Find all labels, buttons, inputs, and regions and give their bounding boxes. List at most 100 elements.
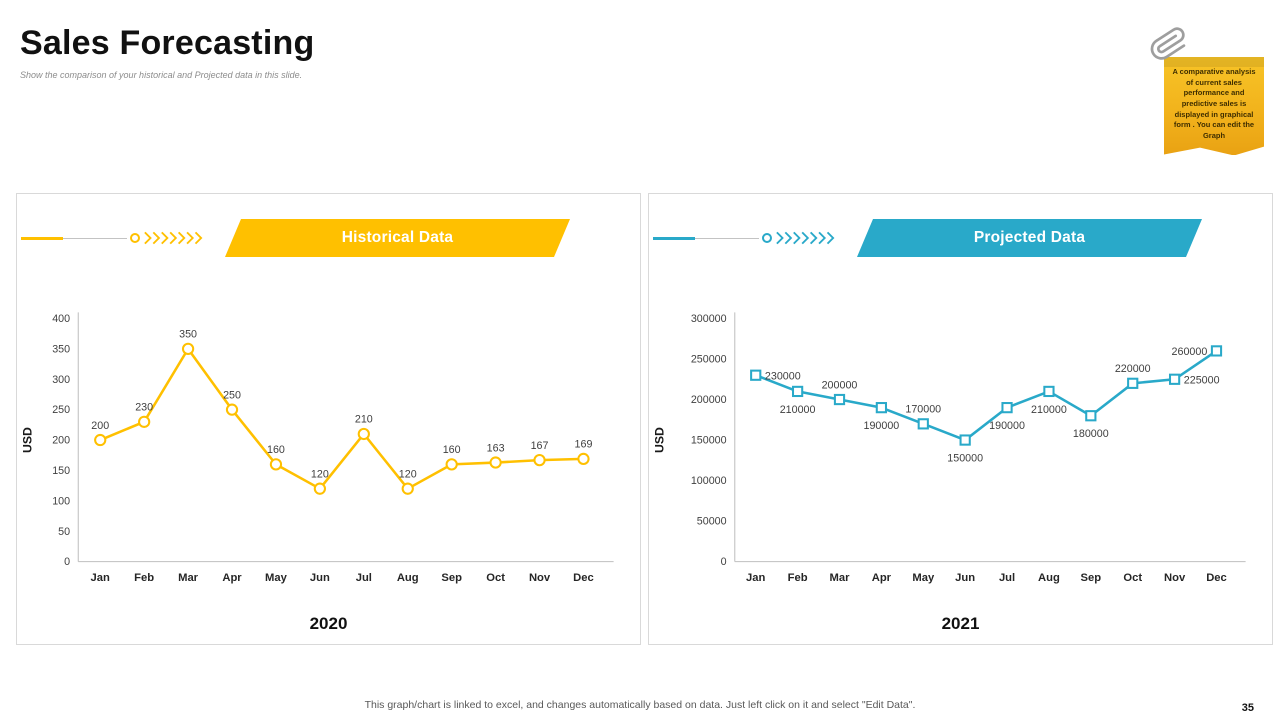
y-tick-label: 300000: [691, 313, 727, 325]
x-tick-label: Jan: [746, 572, 765, 584]
data-point: [577, 452, 590, 466]
data-point: [94, 433, 107, 447]
historical-chart[interactable]: 0 50 100 150 200 250 300 350 400 Jan Feb Mar Apr May J…: [19, 296, 632, 603]
x-tick-label: Sep: [441, 572, 462, 584]
x-tick-label: Aug: [397, 572, 419, 584]
data-label: 230: [135, 402, 153, 414]
data-label: 160: [443, 444, 461, 456]
y-tick-label: 100: [52, 495, 70, 507]
data-point: [533, 453, 546, 467]
x-tick-label: Feb: [134, 572, 154, 584]
data-label: 200: [91, 420, 109, 432]
x-tick-label: Dec: [573, 572, 594, 584]
data-point: [357, 427, 370, 441]
x-tick-label: Jul: [999, 572, 1015, 584]
decorative-line: [21, 236, 63, 240]
data-label: 169: [575, 439, 593, 451]
x-tick-label: Apr: [872, 572, 892, 584]
x-tick-label: Apr: [222, 572, 242, 584]
data-label: 163: [487, 442, 505, 454]
data-point: [313, 482, 327, 495]
chevron-arrows-icon: [144, 231, 203, 245]
data-label: 190000: [989, 420, 1025, 432]
data-point: [875, 402, 888, 414]
data-point: [401, 482, 414, 495]
projected-banner: Projected Data: [857, 219, 1202, 257]
data-label: 160: [267, 444, 285, 456]
y-tick-label: 400: [52, 313, 70, 325]
y-tick-label: 250: [52, 404, 70, 416]
data-point: [138, 415, 151, 428]
footer-note: This graph/chart is linked to excel, and…: [364, 699, 916, 711]
x-tick-label: May: [912, 572, 935, 584]
x-tick-label: Jul: [356, 572, 372, 584]
decorative-line: [653, 236, 695, 240]
x-tick-label: Nov: [529, 572, 551, 584]
data-label: 220000: [1115, 363, 1151, 375]
y-tick-label: 250000: [691, 354, 727, 366]
y-axis-title: USD: [652, 427, 666, 453]
data-label: 210: [355, 414, 373, 426]
x-tick-label: Dec: [1206, 572, 1227, 584]
sticky-note-text: A comparative analysis of current sales …: [1172, 67, 1256, 140]
paperclip-icon: [1150, 27, 1186, 60]
year-label-2020: 2020: [309, 614, 348, 633]
decorative-line: [63, 237, 127, 239]
data-label: 120: [399, 468, 417, 480]
data-point: [181, 342, 195, 356]
header: Sales Forecasting Show the comparison of…: [0, 0, 1280, 80]
y-tick-label: 100000: [691, 475, 727, 487]
y-tick-label: 200: [52, 435, 70, 447]
data-point: [1001, 402, 1013, 414]
y-tick-label: 50000: [697, 516, 727, 528]
data-label: 260000: [1172, 346, 1208, 358]
x-tick-label: Jun: [310, 572, 330, 584]
sticky-note-body: A comparative analysis of current sales …: [1164, 57, 1264, 156]
x-tick-label: Aug: [1038, 572, 1060, 584]
data-point: [959, 434, 971, 446]
data-point: [1043, 385, 1055, 398]
page-number: 35: [1241, 702, 1254, 714]
page-subtitle: Show the comparison of your historical a…: [20, 70, 303, 80]
y-tick-label: 50: [58, 526, 70, 538]
x-tick-label: Mar: [830, 572, 851, 584]
x-tick-label: Jan: [91, 572, 110, 584]
x-tick-label: Mar: [178, 572, 199, 584]
data-point: [833, 393, 846, 406]
data-point: [489, 456, 502, 469]
decorative-circle-icon: [762, 233, 772, 243]
series-line: [754, 349, 1218, 442]
data-point: [1210, 345, 1223, 357]
historical-decoration: Historical Data: [21, 218, 640, 258]
sticky-note: A comparative analysis of current sales …: [1150, 27, 1264, 156]
projected-panel: Projected Data 0 50000 100000 150000 200000 2…: [648, 193, 1273, 645]
decorative-circle-icon: [130, 233, 140, 243]
data-label: 190000: [863, 420, 899, 432]
projected-decoration: Projected Data: [653, 218, 1272, 258]
data-point: [750, 369, 762, 381]
data-label: 150000: [947, 453, 983, 465]
footer: This graph/chart is linked to excel, and…: [0, 694, 1280, 720]
data-label: 350: [179, 329, 197, 341]
historical-banner: Historical Data: [225, 219, 570, 257]
page-title: Sales Forecasting: [20, 24, 315, 62]
y-tick-label: 200000: [691, 394, 727, 406]
data-point: [1168, 373, 1181, 385]
series-line: [98, 347, 585, 490]
x-tick-label: Nov: [1164, 572, 1186, 584]
x-tick-label: Oct: [486, 572, 505, 584]
data-label: 170000: [905, 404, 941, 416]
y-tick-label: 150000: [691, 435, 727, 447]
data-point: [917, 418, 929, 430]
decorative-line: [695, 237, 759, 239]
data-point: [791, 385, 804, 398]
x-tick-label: Feb: [788, 572, 808, 584]
charts-area: Historical Data 0 50 100 150 200 250 300 350 400…: [16, 193, 1273, 645]
data-point: [445, 458, 458, 471]
x-tick-label: May: [265, 572, 288, 584]
x-tick-label: Sep: [1081, 572, 1102, 584]
historical-panel: Historical Data 0 50 100 150 200 250 300 350 400…: [16, 193, 641, 645]
projected-chart[interactable]: 0 50000 100000 150000 200000 250000 300000 Jan F…: [651, 296, 1264, 603]
data-point: [269, 458, 283, 471]
